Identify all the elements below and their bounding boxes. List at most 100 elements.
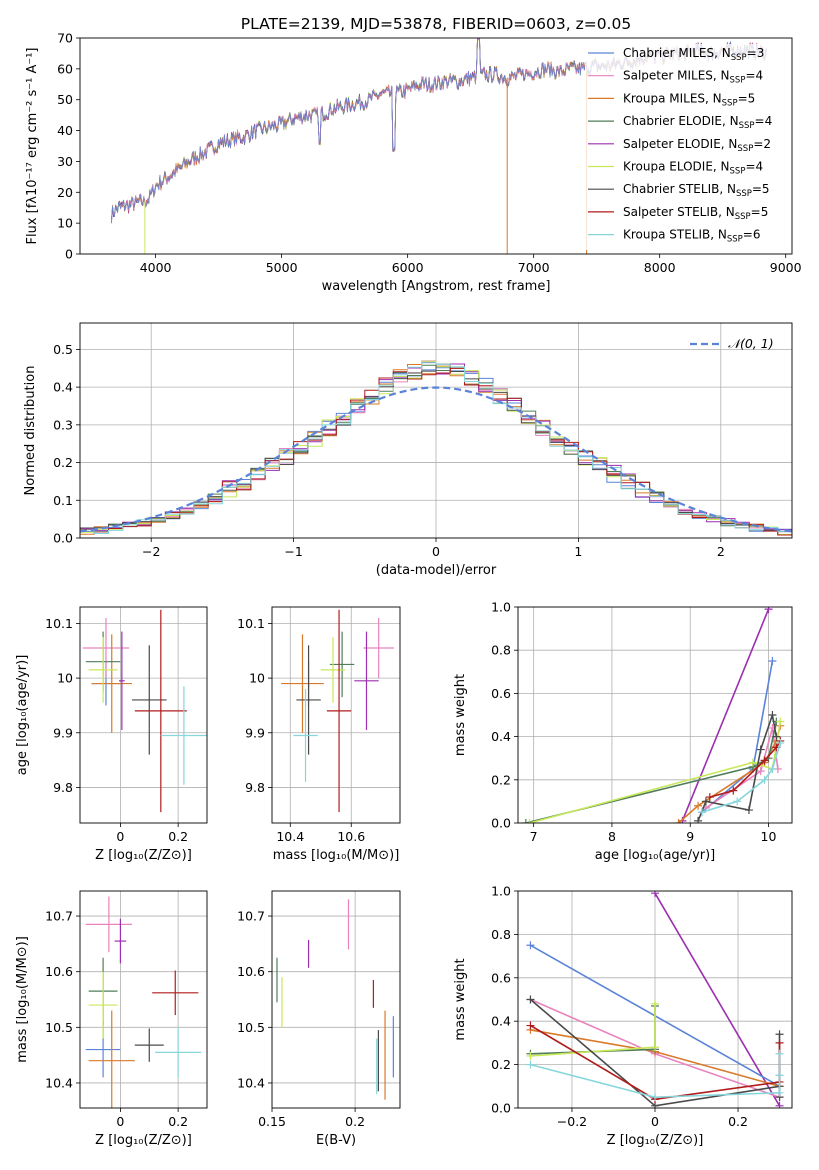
y-tick-label: 20 <box>57 185 73 200</box>
data-point-salpeter_miles <box>85 896 132 953</box>
y-tick-label: 10.6 <box>45 964 73 979</box>
x-tick-label: 0 <box>651 1114 659 1129</box>
axes-frame <box>271 606 401 824</box>
legend-subscript: SSP <box>736 189 752 199</box>
plus-marker <box>756 767 765 776</box>
legend-subscript: SSP <box>739 121 755 131</box>
x-tick-label: 0 <box>432 544 440 559</box>
series-line <box>530 1006 656 1055</box>
legend-subscript: SSP <box>737 144 753 154</box>
plus-marker <box>526 1060 535 1069</box>
legend-label: Chabrier ELODIE, N <box>623 114 739 128</box>
legend-subscript: SSP <box>730 167 746 177</box>
plus-marker <box>651 1043 659 1052</box>
x-axis-label: age [log₁₀(age/yr)] <box>595 848 716 863</box>
y-tick-label: 40 <box>57 123 73 138</box>
axes-frame <box>517 606 793 824</box>
plus-marker <box>526 995 535 1004</box>
data-point-salpeter_stelib <box>152 970 199 1016</box>
series-line <box>654 892 781 1107</box>
axes-spectrum: 4000 5000 6000 7000 8000 9000 0 10 20 30 40 50 60 70 w… <box>25 15 802 294</box>
x-tick-label: −1 <box>284 544 302 559</box>
x-tick-label: 8 <box>608 829 616 844</box>
y-tick-label: 0.4 <box>53 380 73 395</box>
x-axis-label: E(B-V) <box>316 1133 356 1148</box>
plus-marker <box>705 793 714 802</box>
legend-label: Chabrier MILES, N <box>623 46 731 60</box>
plus-marker <box>744 806 753 815</box>
data-point-salpeter_elodie <box>118 631 125 731</box>
legend-label: Kroupa MILES, N <box>623 91 722 105</box>
y-tick-label: 10.4 <box>45 1075 73 1090</box>
data-point-kroupa_stelib <box>160 686 207 785</box>
data-point-chabrier_elodie <box>329 631 355 698</box>
plot-area <box>272 607 400 823</box>
axes-frame <box>517 890 793 1109</box>
series-kroupa_stelib <box>526 1049 784 1102</box>
data-point-kroupa_stelib <box>293 689 318 782</box>
axes-frame <box>79 606 208 824</box>
y-tick-label: 10.7 <box>45 909 73 924</box>
axes-frame <box>79 37 793 255</box>
series-line <box>677 725 782 823</box>
data-point-kroupa_elodie <box>88 637 118 703</box>
legend-subscript: SSP <box>727 235 743 245</box>
y-tick-label: 0.2 <box>53 455 73 470</box>
plus-marker <box>729 786 738 795</box>
y-tick-label: 9.8 <box>53 780 73 795</box>
y-tick-label: 10.6 <box>237 964 265 979</box>
x-axis-label: Z [log₁₀(Z/Z⊙)] <box>607 1133 704 1148</box>
x-tick-label: 0.2 <box>168 829 188 844</box>
y-tick-label: 0.2 <box>491 1057 511 1072</box>
legend-subscript: SSP <box>722 98 738 108</box>
legend-suffix: =2 <box>753 137 771 151</box>
series-line <box>530 1003 656 1057</box>
y-tick-label: 1.0 <box>491 884 511 899</box>
legend-entry: Chabrier STELIB, NSSP=5 <box>623 182 770 199</box>
plus-marker <box>678 816 687 823</box>
y-tick-label: 10.1 <box>237 616 265 631</box>
plot-area <box>80 607 207 823</box>
x-tick-label: 0.2 <box>728 1114 748 1129</box>
legend-subscript: SSP <box>731 53 747 63</box>
series-kroupa_stelib <box>697 739 785 817</box>
x-tick-label: 10 <box>761 829 777 844</box>
plot-area <box>518 891 792 1108</box>
plus-marker <box>775 1088 784 1097</box>
plus-marker <box>748 758 757 767</box>
legend-entry: Salpeter MILES, NSSP=4 <box>623 69 763 86</box>
plus-marker <box>526 1021 535 1030</box>
legend-entry: Salpeter ELODIE, NSSP=2 <box>623 137 771 154</box>
series-chabrier_elodie <box>526 1002 659 1058</box>
x-tick-label: 6000 <box>392 260 424 275</box>
legend: 𝒩(0, 1) <box>690 336 774 351</box>
y-tick-label: 60 <box>57 61 73 76</box>
x-tick-label: 9 <box>686 829 694 844</box>
y-tick-label: 0.0 <box>53 531 73 546</box>
x-axis-label: Z [log₁₀(Z/Z⊙)] <box>95 848 192 863</box>
y-tick-label: 0.5 <box>53 342 73 357</box>
data-point-chabrier_stelib <box>134 1028 164 1062</box>
y-tick-label: 10.5 <box>237 1020 265 1035</box>
x-axis-label: (data-model)/error <box>376 563 497 578</box>
legend-entry: Chabrier ELODIE, NSSP=4 <box>623 114 772 131</box>
data-point-kroupa_stelib <box>155 1027 202 1078</box>
plus-marker <box>756 745 765 754</box>
y-tick-label: 0.3 <box>53 417 73 432</box>
x-tick-label: 8000 <box>644 260 676 275</box>
series-salpeter_elodie <box>651 891 784 1108</box>
y-tick-label: 9.8 <box>245 780 265 795</box>
plus-marker <box>768 765 777 773</box>
plot-area <box>80 323 792 538</box>
axes-residuals: −2 −1 0 1 2 0.0 0.1 0.2 0.3 0.4 0.5 (data-model)/er… <box>23 322 793 578</box>
legend-suffix: =5 <box>752 182 770 196</box>
x-axis-label: Z [log₁₀(Z/Z⊙)] <box>95 1133 192 1148</box>
x-tick-label: 0 <box>116 829 124 844</box>
plus-marker <box>776 717 785 726</box>
series-line <box>697 714 778 822</box>
y-tick-label: 10.1 <box>45 616 73 631</box>
axes-weight_vs_Z: −0.2 0 0.2 0.0 0.2 0.4 0.6 0.8 1.0 Z [log₁₀(Z/Z⊙)… <box>453 884 793 1148</box>
plus-marker <box>776 739 785 748</box>
y-tick-label: 0.8 <box>491 643 511 658</box>
